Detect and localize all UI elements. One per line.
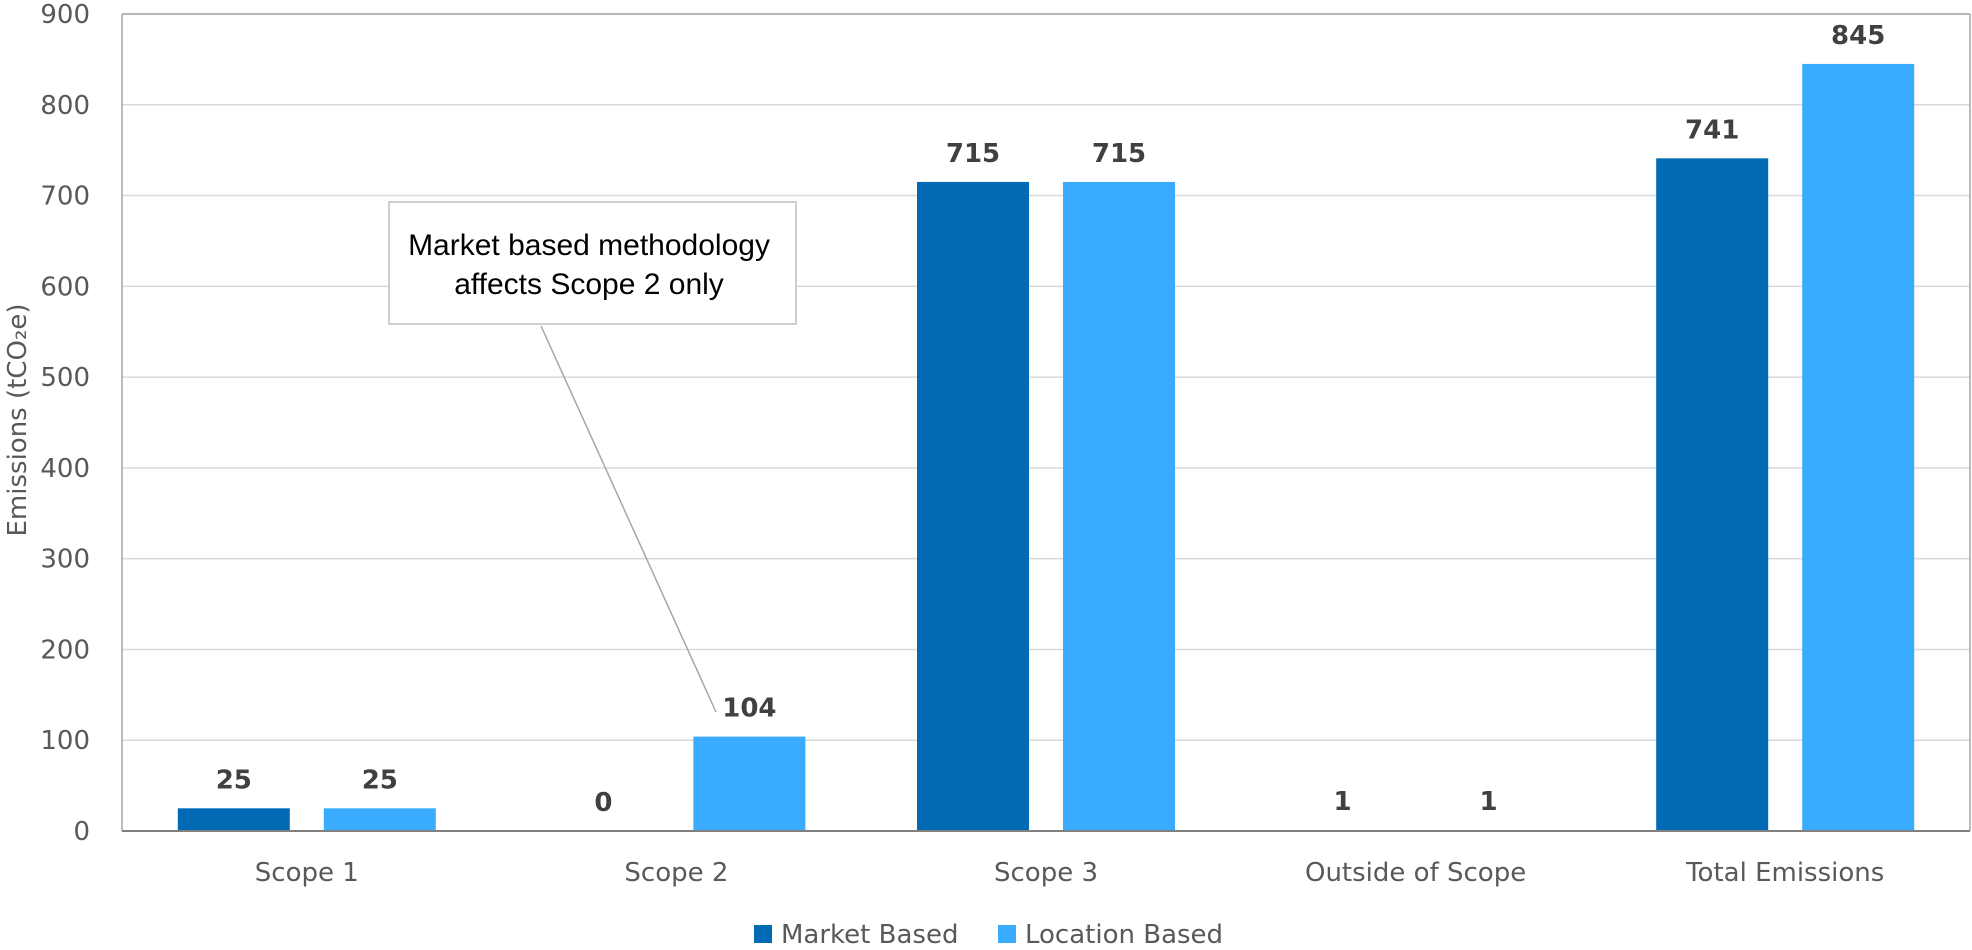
data-label-scope-2-market-based: 0 xyxy=(594,788,612,818)
legend: Market Based Location Based xyxy=(754,920,1223,950)
data-label-outside-of-scope-market-based: 1 xyxy=(1334,787,1352,817)
data-label-scope-3-location-based: 715 xyxy=(1092,139,1146,169)
data-label-total-emissions-market-based: 741 xyxy=(1685,115,1739,145)
y-tick-label-800: 800 xyxy=(40,91,90,121)
annotation-line-2: affects Scope 2 only xyxy=(454,268,724,301)
y-tick-label-100: 100 xyxy=(40,726,90,756)
bar-scope-1-market-based xyxy=(177,808,290,831)
legend-label-location-based: Location Based xyxy=(1025,920,1223,950)
x-category-label-scope-2: Scope 2 xyxy=(624,858,728,888)
x-category-label-scope-3: Scope 3 xyxy=(994,858,1098,888)
data-label-total-emissions-location-based: 845 xyxy=(1831,21,1885,51)
bars xyxy=(177,63,1915,831)
x-category-label-total-emissions: Total Emissions xyxy=(1685,858,1884,888)
bar-scope-2-location-based xyxy=(693,736,806,831)
annotation-line-1: Market based methodology xyxy=(408,229,770,262)
x-category-label-scope-1: Scope 1 xyxy=(255,858,359,888)
annotation-leader-line xyxy=(540,325,717,713)
data-label-scope-1-location-based: 25 xyxy=(362,765,398,795)
bar-scope-1-location-based xyxy=(323,808,436,831)
legend-label-market-based: Market Based xyxy=(781,920,958,950)
bar-scope-3-market-based xyxy=(917,181,1029,831)
y-axis-title-text: Emissions (tCO₂e) xyxy=(3,303,33,536)
data-label-outside-of-scope-location-based: 1 xyxy=(1480,787,1498,817)
y-axis-title: Emissions (tCO₂e) xyxy=(3,303,33,536)
y-tick-label-700: 700 xyxy=(40,182,90,212)
y-tick-label-500: 500 xyxy=(40,363,90,393)
data-labels: 25 25 0 104 715 715 1 1 741 845 xyxy=(216,21,1886,818)
y-tick-label-900: 900 xyxy=(40,0,90,30)
y-tick-label-0: 0 xyxy=(73,817,90,847)
bar-scope-3-location-based xyxy=(1063,181,1175,831)
annotation-callout: Market based methodology affects Scope 2… xyxy=(388,201,797,713)
data-label-scope-2-location-based: 104 xyxy=(722,694,776,724)
x-category-label-outside-of-scope: Outside of Scope xyxy=(1305,858,1526,888)
data-label-scope-3-market-based: 715 xyxy=(946,139,1000,169)
data-label-scope-1-market-based: 25 xyxy=(216,765,252,795)
axes: 0 100 200 300 400 500 600 700 800 900 Scope 1 Scope… xyxy=(40,0,1971,888)
bar-total-emissions-market-based xyxy=(1656,158,1769,831)
annotation-box xyxy=(388,201,797,325)
y-tick-label-300: 300 xyxy=(40,545,90,575)
legend-swatch-location-based xyxy=(998,925,1016,943)
bar-total-emissions-location-based xyxy=(1802,63,1915,831)
y-tick-label-600: 600 xyxy=(40,272,90,302)
y-tick-label-200: 200 xyxy=(40,635,90,665)
legend-swatch-market-based xyxy=(754,925,772,943)
y-tick-label-400: 400 xyxy=(40,454,90,484)
